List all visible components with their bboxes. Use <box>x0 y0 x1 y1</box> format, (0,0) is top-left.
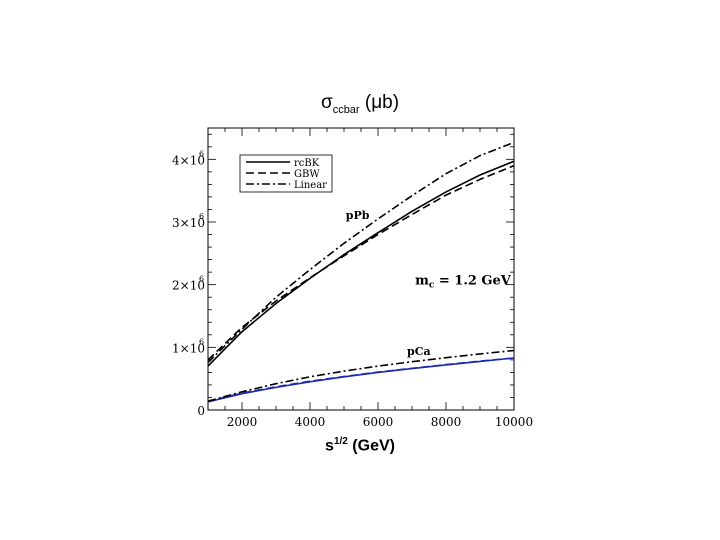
annotations: pPb pCa mc = 1.2 GeV <box>346 209 512 358</box>
chart-title: σccbar (μb) <box>320 92 400 116</box>
x-axis-label: s1/2 (GeV) <box>325 436 395 455</box>
legend-label: Linear <box>294 180 327 191</box>
series-line-ppb-linear <box>207 141 515 363</box>
y-tick-exponent: 6 <box>199 149 204 158</box>
legend-label: rcBK <box>294 158 320 169</box>
x-tick-label: 10000 <box>495 415 533 429</box>
x-tick-label: 6000 <box>363 415 394 429</box>
y-tick-label: 3×10 <box>172 216 205 230</box>
x-tick-label: 4000 <box>295 415 326 429</box>
series-curves <box>207 141 515 403</box>
series-line-pca-gbw <box>207 357 515 402</box>
legend-label: GBW <box>294 169 320 180</box>
series-line-ppb-gbw <box>207 164 515 361</box>
x-tick-label: 2000 <box>227 415 258 429</box>
series-line-ppb-rcbk <box>207 160 515 367</box>
y-tick-exponent: 6 <box>199 275 204 284</box>
chart-annotation: mc = 1.2 GeV <box>415 274 512 291</box>
axis-ticks: 2000 4000 6000 8000 1000001×1062×1063×1064×1… <box>172 128 533 429</box>
chart-annotation: pPb <box>346 209 370 222</box>
y-tick-label: 4×10 <box>172 153 205 167</box>
series-line-pca-linear <box>207 349 515 402</box>
x-tick-label: 8000 <box>431 415 462 429</box>
y-tick-exponent: 6 <box>199 337 204 346</box>
y-tick-exponent: 6 <box>199 212 204 221</box>
y-tick-label: 0 <box>197 404 205 418</box>
y-tick-label: 1×10 <box>172 341 205 355</box>
chart-annotation: pCa <box>407 345 431 358</box>
y-tick-label: 2×10 <box>172 279 205 293</box>
series-line-pca-rcbk <box>207 357 515 403</box>
